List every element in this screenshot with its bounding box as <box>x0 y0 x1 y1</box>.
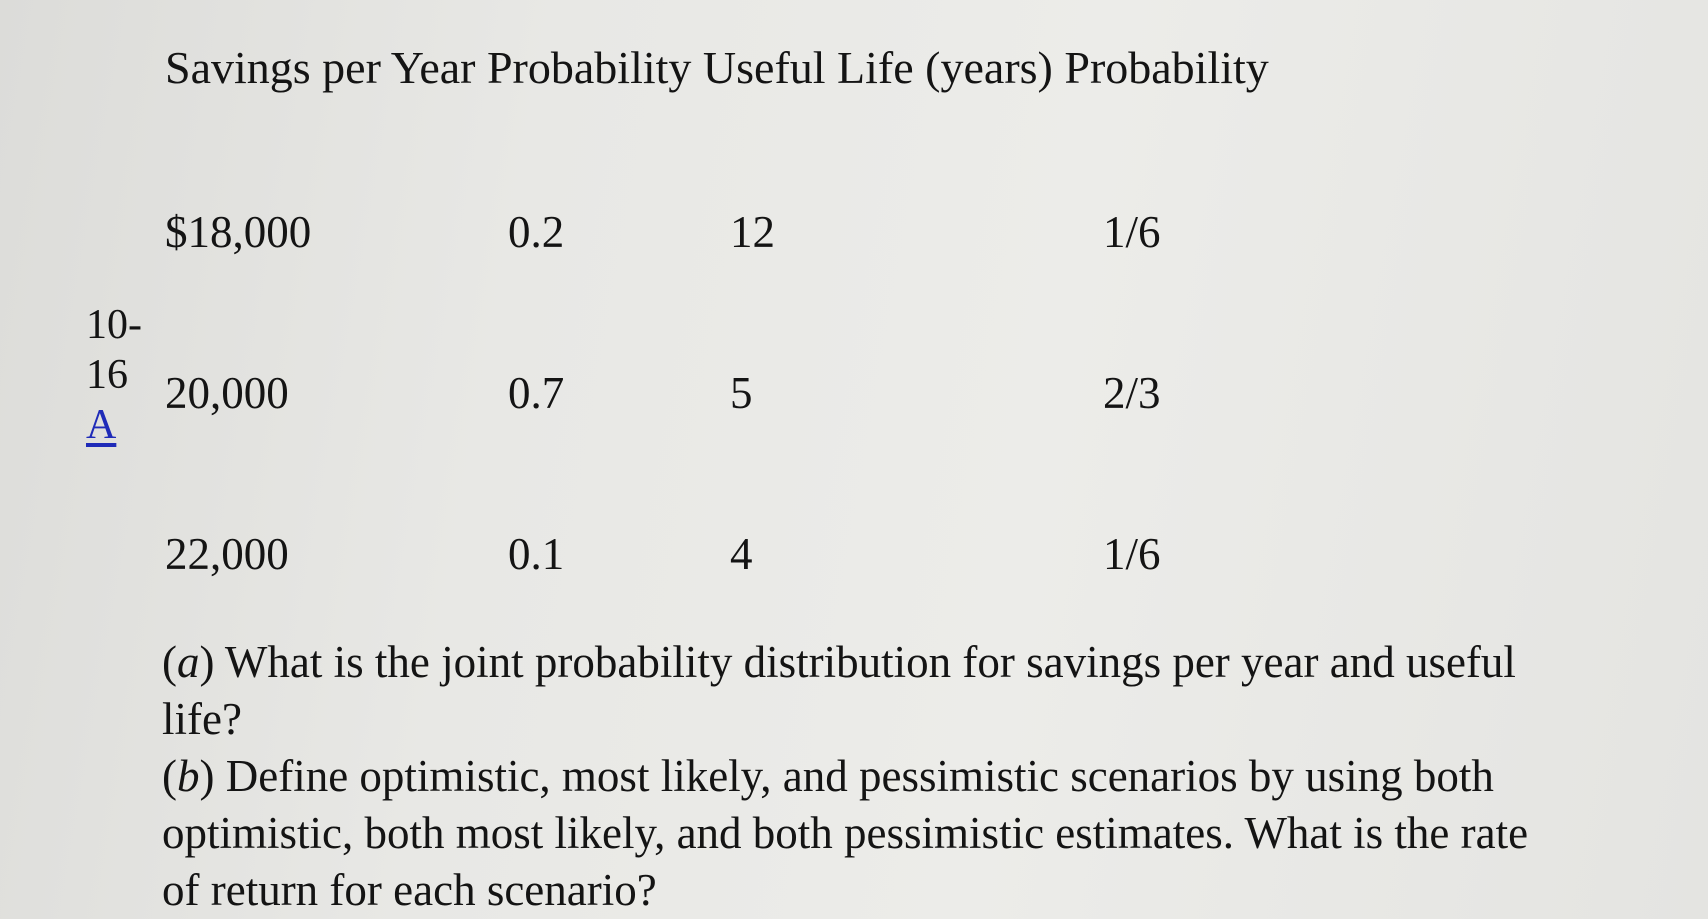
answer-link[interactable]: A <box>86 402 117 448</box>
savings-probability-cell: 0.2 <box>508 207 565 257</box>
question-b: (b) Define optimistic, most likely, and … <box>162 751 1529 915</box>
life-probability-cell: 1/6 <box>1103 207 1161 257</box>
question-text: (a) What is the joint probability distri… <box>162 634 1562 919</box>
useful-life-cell: 5 <box>730 368 753 418</box>
problem-number-line2: 16 <box>86 352 128 398</box>
savings-probability-cell: 0.7 <box>508 368 565 418</box>
useful-life-cell: 4 <box>730 529 753 579</box>
savings-cell: 20,000 <box>165 368 289 418</box>
table-header: Savings per Year Probability Useful Life… <box>165 42 1269 93</box>
savings-cell: 22,000 <box>165 529 289 579</box>
question-b-text: Define optimistic, most likely, and pess… <box>162 751 1529 915</box>
life-probability-cell: 2/3 <box>1103 368 1161 418</box>
savings-probability-cell: 0.1 <box>508 529 565 579</box>
useful-life-cell: 12 <box>730 207 775 257</box>
question-b-letter: b <box>177 751 200 801</box>
question-a: (a) What is the joint probability distri… <box>162 637 1516 744</box>
problem-number: 10- 16 A <box>86 300 142 450</box>
savings-cell: $18,000 <box>165 207 312 257</box>
question-a-letter: a <box>177 637 200 687</box>
life-probability-cell: 1/6 <box>1103 529 1161 579</box>
problem-number-line1: 10- <box>86 302 142 348</box>
question-a-text: What is the joint probability distributi… <box>162 637 1516 744</box>
